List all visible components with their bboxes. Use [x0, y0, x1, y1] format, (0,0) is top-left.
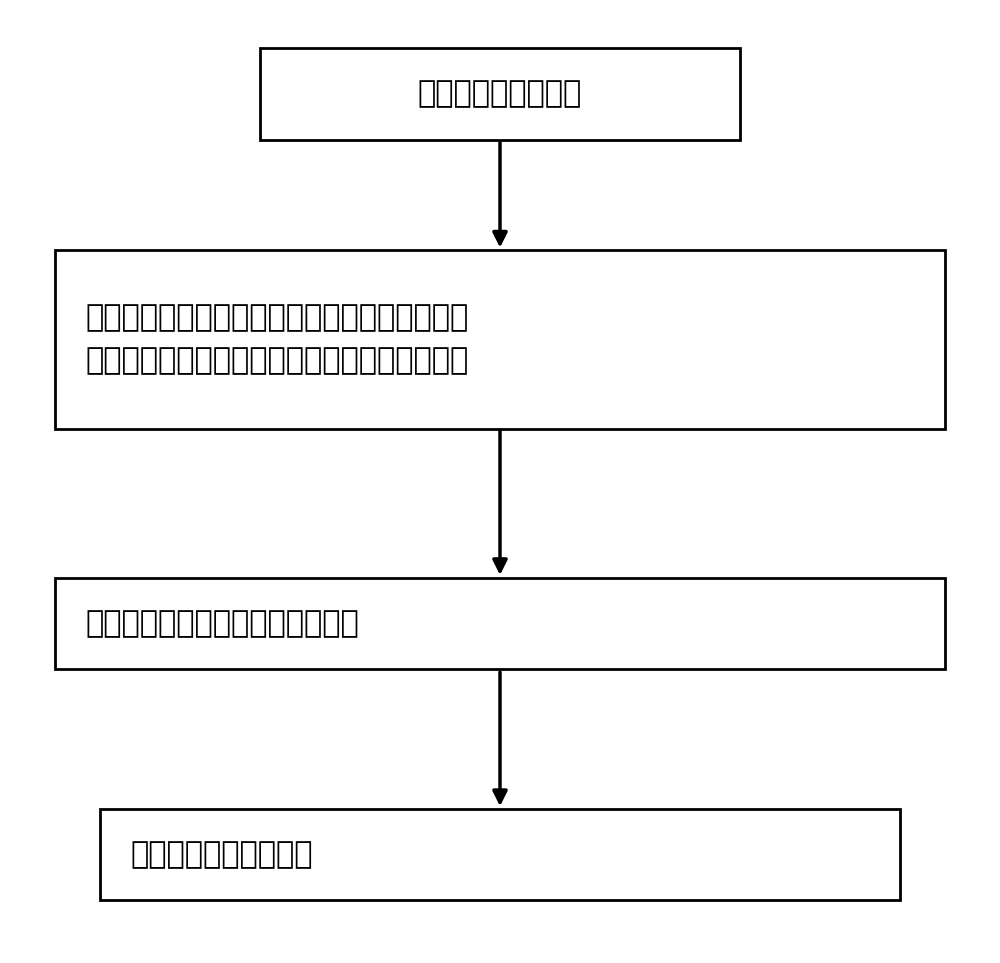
Bar	[55, 250, 945, 429]
Bar	[55, 578, 945, 669]
Text: 移动激光雷达周期性扫描对侧边坡，得到边坡的
周期性的点云数据，通过对比，得到边坡变形值: 移动激光雷达周期性扫描对侧边坡，得到边坡的 周期性的点云数据，通过对比，得到边坡…	[85, 303, 468, 376]
Bar	[260, 48, 740, 140]
Text: 通过边坡上北斗装置，传输给卫星: 通过边坡上北斗装置，传输给卫星	[85, 609, 359, 638]
Text: 路堑边坡上安装装置: 路堑边坡上安装装置	[418, 79, 582, 109]
Text: 用户通过终端查看数据: 用户通过终端查看数据	[130, 840, 312, 870]
Bar	[100, 809, 900, 900]
